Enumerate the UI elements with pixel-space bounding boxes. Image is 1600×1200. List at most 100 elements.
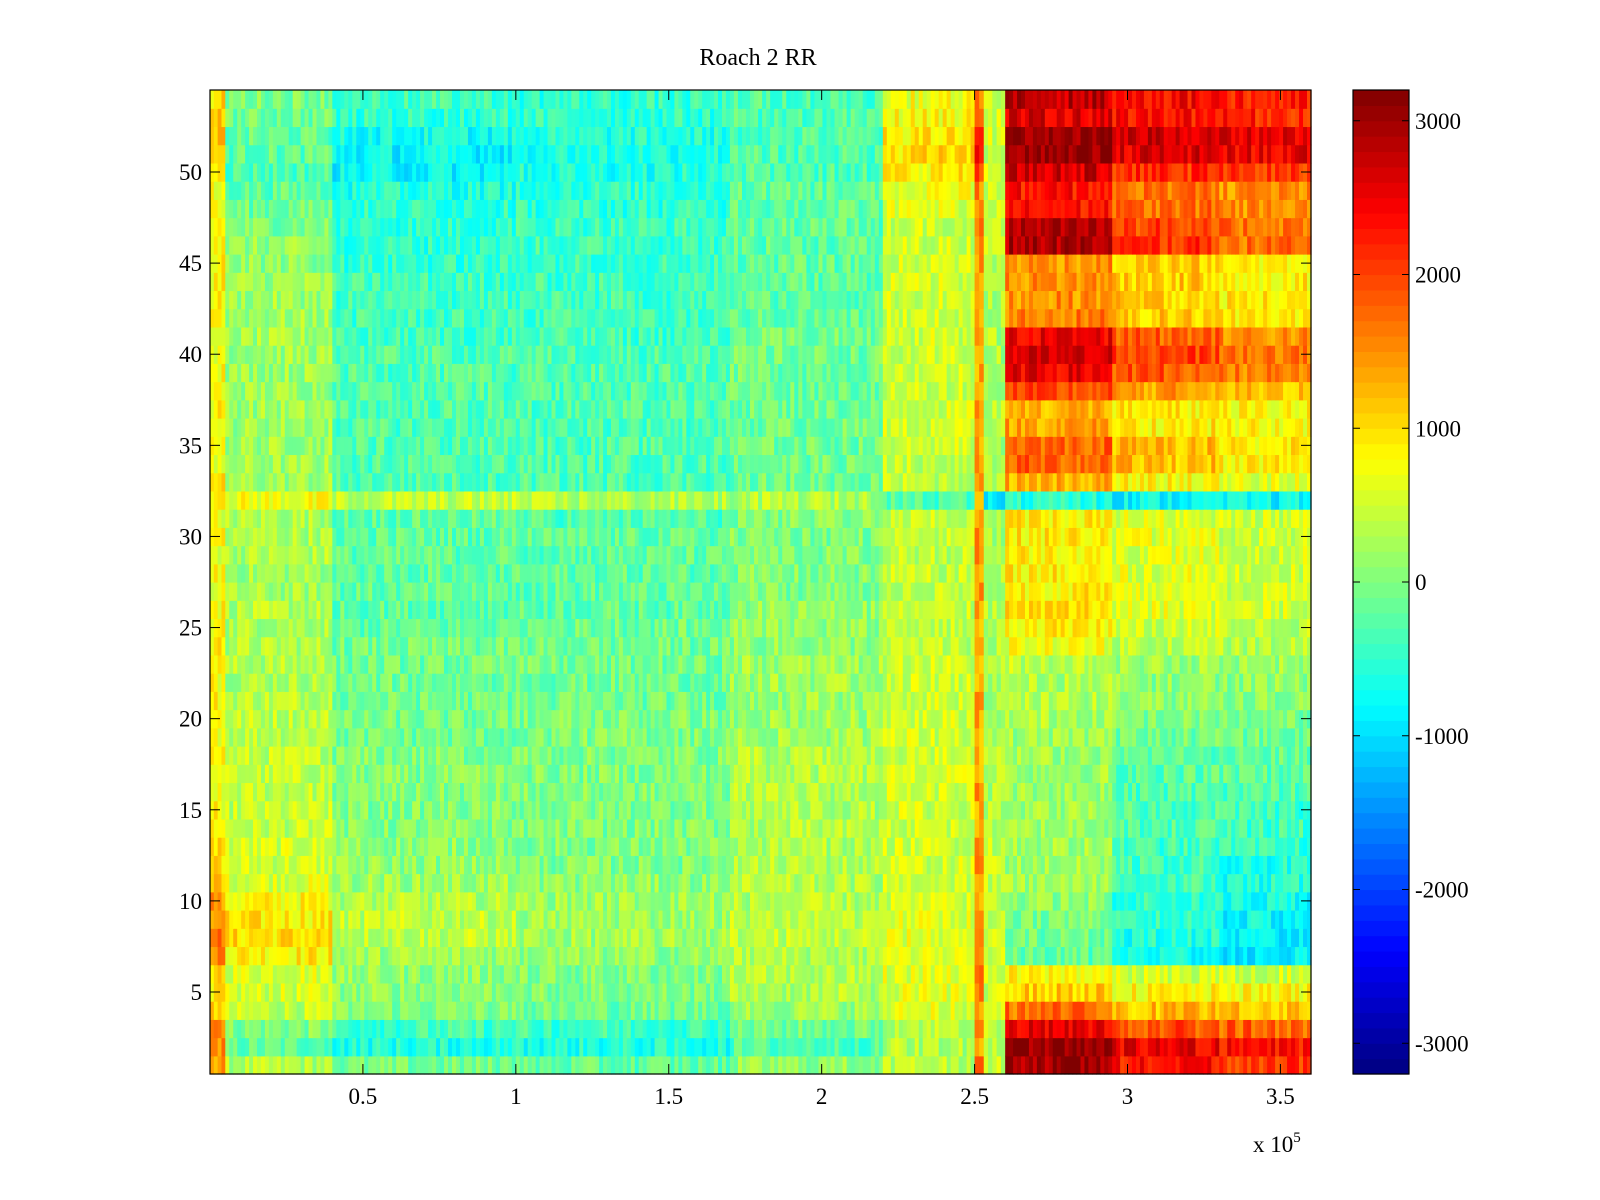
- heatmap-cell: [463, 326, 469, 346]
- heatmap-cell: [483, 928, 489, 948]
- heatmap-cell: [440, 199, 445, 219]
- heatmap-cell: [328, 308, 333, 328]
- heatmap-cell: [233, 254, 238, 273]
- heatmap-cell: [253, 363, 258, 383]
- heatmap-cell: [249, 691, 254, 711]
- heatmap-cell: [694, 946, 699, 966]
- heatmap-cell: [487, 199, 493, 219]
- heatmap-cell: [217, 582, 223, 601]
- heatmap-cell: [448, 254, 453, 273]
- heatmap-cell: [280, 272, 286, 292]
- heatmap-cell: [332, 436, 337, 456]
- heatmap-cell: [328, 235, 333, 255]
- heatmap-cell: [400, 727, 405, 747]
- heatmap-cell: [479, 326, 485, 346]
- heatmap-cell: [591, 1037, 596, 1057]
- heatmap-cell: [674, 946, 679, 966]
- heatmap-cell: [420, 727, 425, 747]
- heatmap-cell: [284, 855, 290, 875]
- heatmap-cell: [662, 800, 668, 820]
- heatmap-cell: [288, 673, 294, 692]
- heatmap-cell: [507, 946, 513, 966]
- heatmap-cell: [257, 891, 262, 911]
- heatmap-cell: [392, 418, 397, 437]
- heatmap-cell: [444, 837, 449, 856]
- heatmap-cell: [571, 1019, 576, 1039]
- heatmap-cell: [372, 855, 377, 875]
- heatmap-cell: [356, 1055, 361, 1075]
- heatmap-cell: [364, 1001, 369, 1020]
- heatmap-cell: [662, 910, 668, 929]
- heatmap-cell: [491, 800, 497, 820]
- heatmap-cell: [424, 818, 429, 838]
- heatmap-cell: [531, 891, 537, 911]
- heatmap-cell: [456, 144, 461, 164]
- heatmap-cell: [412, 764, 417, 784]
- heatmap-cell: [678, 928, 683, 948]
- heatmap-cell: [392, 837, 397, 856]
- heatmap-cell: [268, 818, 274, 838]
- heatmap-cell: [436, 600, 441, 620]
- heatmap-cell: [686, 946, 691, 966]
- heatmap-cell: [300, 454, 306, 474]
- heatmap-cell: [459, 1037, 465, 1057]
- heatmap-cell: [233, 90, 238, 109]
- heatmap-cell: [428, 746, 433, 765]
- heatmap-cell: [260, 837, 266, 856]
- heatmap-cell: [300, 746, 306, 765]
- heatmap-cell: [304, 144, 310, 164]
- heatmap-cell: [396, 199, 401, 219]
- heatmap-cell: [233, 509, 238, 528]
- heatmap-cell: [332, 764, 337, 784]
- heatmap-cell: [316, 436, 322, 456]
- heatmap-cell: [328, 363, 333, 383]
- heatmap-cell: [356, 818, 361, 838]
- heatmap-cell: [555, 1037, 561, 1057]
- heatmap-cell: [280, 727, 286, 747]
- heatmap-cell: [241, 654, 246, 674]
- heatmap-cell: [404, 290, 409, 310]
- heatmap-cell: [666, 946, 672, 966]
- heatmap-cell: [440, 691, 445, 711]
- heatmap-cell: [440, 746, 445, 765]
- heatmap-cell: [475, 691, 481, 711]
- heatmap-cell: [428, 162, 433, 182]
- heatmap-cell: [376, 454, 381, 474]
- heatmap-cell: [210, 818, 215, 838]
- heatmap-cell: [400, 509, 405, 528]
- heatmap-cell: [467, 144, 473, 164]
- heatmap-cell: [320, 1019, 325, 1039]
- heatmap-cell: [511, 418, 517, 437]
- heatmap-cell: [495, 1037, 501, 1057]
- heatmap-cell: [372, 563, 377, 583]
- heatmap-cell: [404, 691, 409, 711]
- heatmap-cell: [440, 345, 445, 364]
- heatmap-cell: [368, 982, 373, 1002]
- heatmap-cell: [260, 545, 266, 565]
- heatmap-cell: [372, 490, 377, 510]
- heatmap-cell: [292, 345, 298, 364]
- heatmap-cell: [412, 982, 417, 1002]
- heatmap-cell: [249, 345, 254, 364]
- heatmap-cell: [312, 308, 318, 328]
- heatmap-cell: [599, 837, 604, 856]
- heatmap-cell: [591, 891, 596, 911]
- heatmap-cell: [364, 509, 369, 528]
- heatmap-cell: [210, 290, 215, 310]
- heatmap-cell: [622, 946, 628, 966]
- heatmap-cell: [217, 654, 223, 674]
- heatmap-cell: [328, 381, 333, 401]
- heatmap-cell: [356, 545, 361, 565]
- heatmap-cell: [340, 235, 345, 255]
- heatmap-cell: [452, 308, 457, 328]
- heatmap-cell: [475, 472, 481, 492]
- heatmap-cell: [523, 1037, 529, 1057]
- heatmap-cell: [340, 618, 345, 638]
- heatmap-cell: [448, 162, 453, 182]
- heatmap-cell: [420, 855, 425, 875]
- heatmap-cell: [384, 363, 389, 383]
- heatmap-cell: [320, 399, 325, 419]
- heatmap-cell: [388, 199, 393, 219]
- heatmap-cell: [483, 855, 489, 875]
- heatmap-cell: [229, 436, 234, 456]
